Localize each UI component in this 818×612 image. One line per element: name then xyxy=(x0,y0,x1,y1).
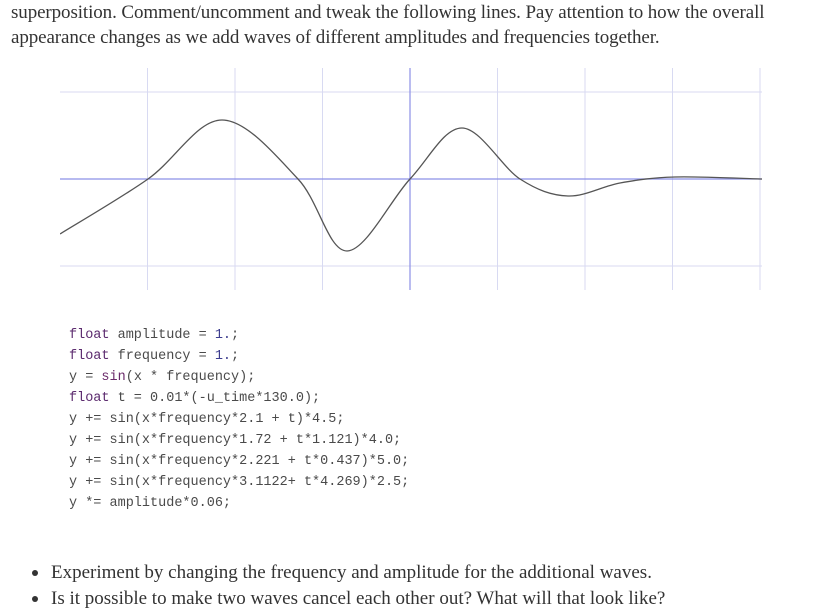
code-line-8: y += sin(x*frequency*3.1122+ t*4.269)*2.… xyxy=(69,475,410,490)
code-block: float amplitude = 1.; float frequency = 1… xyxy=(69,325,409,514)
axes xyxy=(60,68,762,290)
list-item: Experiment by changing the frequency and… xyxy=(28,560,665,586)
list-item: Is it possible to make two waves cancel … xyxy=(28,586,665,612)
code-line-4: float t = 0.01*(-u_time*130.0); xyxy=(69,391,321,406)
wave-curve xyxy=(60,119,762,252)
code-line-9: y *= amplitude*0.06; xyxy=(69,496,232,511)
wave-plot[interactable] xyxy=(60,68,762,290)
exercise-list: Experiment by changing the frequency and… xyxy=(28,560,665,612)
code-line-6: y += sin(x*frequency*1.72 + t*1.121)*4.0… xyxy=(69,433,402,448)
code-line-7: y += sin(x*frequency*2.221 + t*0.437)*5.… xyxy=(69,454,410,469)
code-line-2: float frequency = 1.; xyxy=(69,349,240,364)
code-line-3: y = sin(x * frequency); xyxy=(69,370,256,385)
intro-paragraph: superposition. Comment/uncomment and twe… xyxy=(11,2,765,48)
code-line-1: float amplitude = 1.; xyxy=(69,328,240,343)
code-line-5: y += sin(x*frequency*2.1 + t)*4.5; xyxy=(69,412,345,427)
